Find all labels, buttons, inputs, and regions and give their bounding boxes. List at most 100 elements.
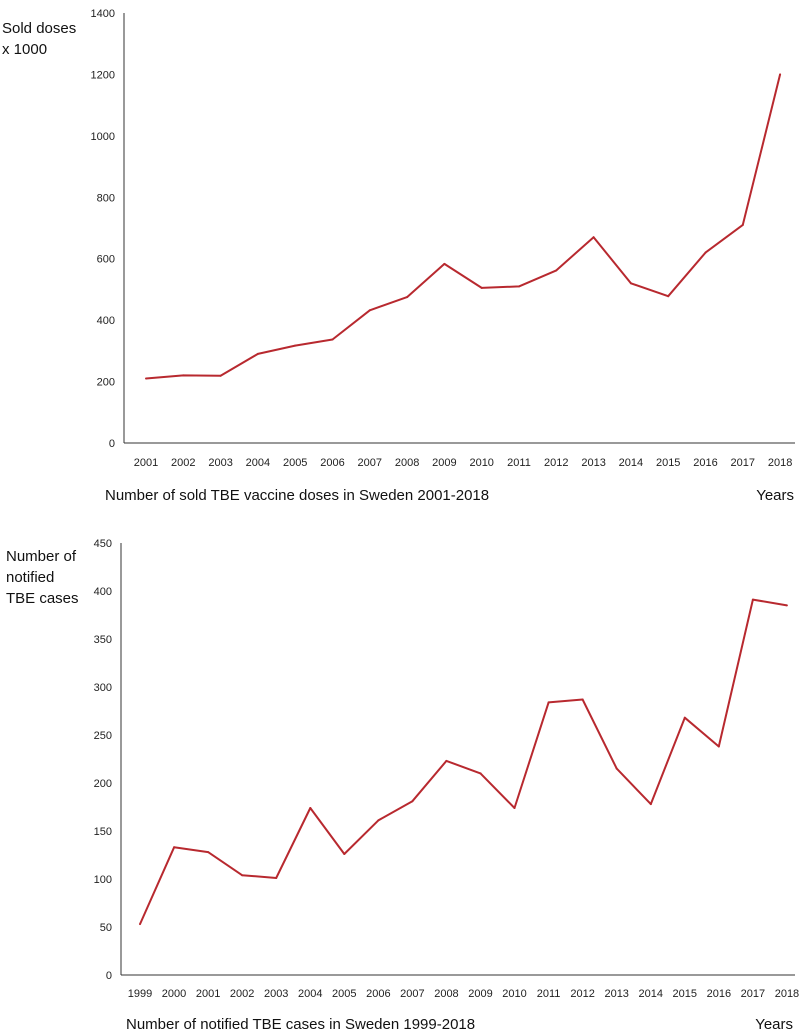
vaccine-xtick-label: 2015 xyxy=(656,457,680,469)
vaccine-data-point xyxy=(629,282,632,285)
cases-xtick-label: 2003 xyxy=(264,988,288,1000)
cases-ytick-label: 450 xyxy=(94,538,112,550)
vaccine-xtick-label: 2001 xyxy=(134,457,158,469)
cases-data-point xyxy=(173,846,176,849)
vaccine-ytick-label: 200 xyxy=(97,377,115,389)
cases-xtick-label: 2013 xyxy=(604,988,628,1000)
cases-xtick-label: 2006 xyxy=(366,988,390,1000)
cases-data-point xyxy=(241,874,244,877)
cases-data-point xyxy=(717,745,720,748)
cases-xtick-label: 2001 xyxy=(196,988,220,1000)
cases-data-point xyxy=(683,716,686,719)
vaccine-series-line xyxy=(145,74,782,380)
vaccine-data-point xyxy=(555,269,558,272)
vaccine-chart-title: Number of sold TBE vaccine doses in Swed… xyxy=(105,487,489,504)
vaccine-ylabel-line-1: Sold doses xyxy=(2,20,76,37)
cases-xtick-label: 2004 xyxy=(298,988,322,1000)
vaccine-data-point xyxy=(667,295,670,298)
cases-ytick-label: 250 xyxy=(94,730,112,742)
vaccine-xtick-label: 2013 xyxy=(581,457,605,469)
vaccine-xtick-label: 2011 xyxy=(507,457,531,469)
vaccine-data-point xyxy=(406,296,409,299)
cases-xtick-label: 1999 xyxy=(128,988,152,1000)
cases-xtick-label: 2000 xyxy=(162,988,186,1000)
cases-data-point xyxy=(581,698,584,701)
vaccine-ytick-label: 1400 xyxy=(91,8,115,20)
vaccine-xtick-label: 2007 xyxy=(358,457,382,469)
vaccine-xtick-label: 2012 xyxy=(544,457,568,469)
vaccine-xtick-label: 2014 xyxy=(619,457,643,469)
cases-data-point xyxy=(445,759,448,762)
cases-chart-title: Number of notified TBE cases in Sweden 1… xyxy=(126,1016,475,1033)
vaccine-data-point xyxy=(219,374,222,377)
vaccine-xtick-label: 2005 xyxy=(283,457,307,469)
cases-data-point xyxy=(207,851,210,854)
vaccine-ytick-label: 1000 xyxy=(91,131,115,143)
vaccine-data-point xyxy=(480,286,483,289)
vaccine-xtick-label: 2016 xyxy=(693,457,717,469)
vaccine-data-point xyxy=(592,236,595,239)
vaccine-ytick-label: 0 xyxy=(109,438,115,450)
cases-data-point xyxy=(411,800,414,803)
vaccine-ytick-label: 1200 xyxy=(91,69,115,81)
cases-series-line xyxy=(139,598,788,925)
cases-xtick-label: 2014 xyxy=(639,988,663,1000)
cases-xtick-label: 2018 xyxy=(775,988,799,1000)
cases-xlabel: Years xyxy=(755,1016,793,1033)
cases-data-point xyxy=(275,877,278,879)
cases-data-point xyxy=(377,819,380,822)
vaccine-xtick-label: 2017 xyxy=(731,457,755,469)
cases-xtick-label: 2012 xyxy=(570,988,594,1000)
vaccine-xtick-label: 2002 xyxy=(171,457,195,469)
cases-ytick-label: 400 xyxy=(94,586,112,598)
cases-xtick-label: 2007 xyxy=(400,988,424,1000)
vaccine-data-point xyxy=(704,251,707,254)
cases-data-point xyxy=(343,853,346,855)
vaccine-xtick-label: 2009 xyxy=(432,457,456,469)
cases-data-point xyxy=(615,767,618,770)
vaccine-xtick-label: 2018 xyxy=(768,457,792,469)
vaccine-data-point xyxy=(182,374,185,377)
cases-xtick-label: 2017 xyxy=(741,988,765,1000)
cases-xtick-label: 2016 xyxy=(707,988,731,1000)
cases-ytick-label: 200 xyxy=(94,778,112,790)
vaccine-data-point xyxy=(145,377,147,380)
cases-ylabel-line-2: notified xyxy=(6,569,54,586)
tbe-cases-chart: Number of notified TBE cases Number of n… xyxy=(6,538,799,1033)
cases-ytick-label: 50 xyxy=(100,922,112,934)
cases-data-point xyxy=(139,923,141,926)
cases-xtick-label: 2011 xyxy=(537,988,561,1000)
cases-data-point xyxy=(649,803,652,806)
vaccine-xtick-label: 2010 xyxy=(469,457,493,469)
cases-ytick-label: 150 xyxy=(94,826,112,838)
cases-xtick-label: 2009 xyxy=(468,988,492,1000)
vaccine-ytick-label: 800 xyxy=(97,192,115,204)
vaccine-data-point xyxy=(518,285,520,288)
cases-xtick-label: 2002 xyxy=(230,988,254,1000)
cases-ytick-label: 350 xyxy=(94,634,112,646)
cases-ylabel-line-1: Number of xyxy=(6,548,77,565)
vaccine-xlabel: Years xyxy=(756,487,794,504)
vaccine-data-point xyxy=(443,262,446,265)
vaccine-ytick-label: 600 xyxy=(97,254,115,266)
cases-xtick-label: 2015 xyxy=(673,988,697,1000)
vaccine-data-point xyxy=(779,73,782,76)
cases-data-point xyxy=(309,807,312,809)
cases-xtick-label: 2005 xyxy=(332,988,356,1000)
vaccine-ytick-label: 400 xyxy=(97,315,115,327)
cases-ylabel-line-3: TBE cases xyxy=(6,590,79,607)
cases-xtick-label: 2010 xyxy=(502,988,526,1000)
vaccine-data-point xyxy=(368,309,371,312)
vaccine-data-point xyxy=(741,223,744,226)
cases-xtick-label: 2008 xyxy=(434,988,458,1000)
cases-ytick-label: 300 xyxy=(94,682,112,694)
vaccine-data-point xyxy=(294,344,297,347)
vaccine-xtick-label: 2004 xyxy=(246,457,270,469)
cases-ytick-label: 0 xyxy=(106,970,112,982)
cases-data-point xyxy=(751,598,754,601)
vaccine-xtick-label: 2003 xyxy=(208,457,232,469)
cases-data-point xyxy=(547,701,550,704)
vaccine-data-point xyxy=(256,352,259,355)
vaccine-ylabel-line-2: x 1000 xyxy=(2,41,47,58)
